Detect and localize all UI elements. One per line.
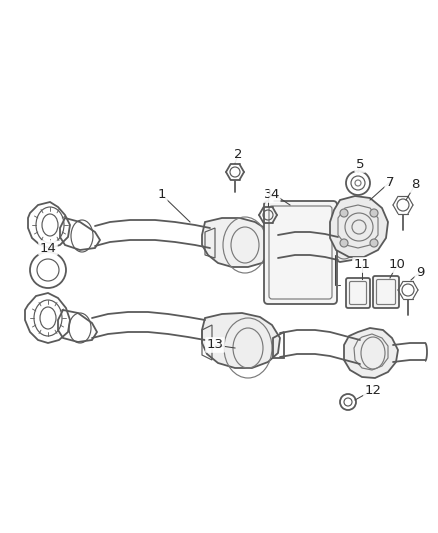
Circle shape — [340, 209, 348, 217]
Circle shape — [340, 239, 348, 247]
FancyBboxPatch shape — [373, 276, 399, 308]
Text: 5: 5 — [356, 158, 364, 172]
Text: 11: 11 — [353, 259, 371, 271]
Text: 2: 2 — [234, 149, 242, 161]
Polygon shape — [202, 218, 275, 267]
Polygon shape — [330, 196, 388, 257]
Circle shape — [370, 209, 378, 217]
Text: 4: 4 — [271, 189, 279, 201]
Circle shape — [370, 239, 378, 247]
Polygon shape — [344, 328, 398, 378]
Text: 3: 3 — [264, 189, 272, 201]
FancyBboxPatch shape — [346, 278, 370, 308]
Text: 12: 12 — [364, 384, 381, 397]
Text: 1: 1 — [158, 189, 166, 201]
Text: 13: 13 — [206, 338, 223, 351]
Polygon shape — [202, 313, 280, 368]
FancyBboxPatch shape — [264, 201, 337, 304]
Text: 7: 7 — [386, 175, 394, 189]
Text: 9: 9 — [416, 265, 424, 279]
Text: 10: 10 — [389, 259, 406, 271]
Text: 8: 8 — [411, 179, 419, 191]
Text: 14: 14 — [39, 241, 57, 254]
Polygon shape — [326, 228, 362, 262]
